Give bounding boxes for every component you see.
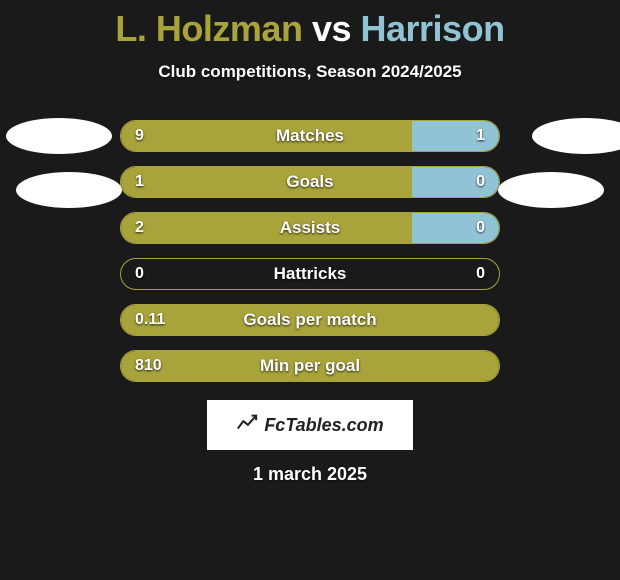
stat-row: 00Hattricks [120,258,500,290]
decorative-ellipse [6,118,112,154]
comparison-card: L. Holzman vs Harrison Club competitions… [0,0,620,485]
decorative-ellipse [16,172,122,208]
stat-label: Matches [121,121,499,151]
stat-label: Goals [121,167,499,197]
stat-row: 20Assists [120,212,500,244]
brand-text: FcTables.com [264,415,383,436]
date-text: 1 march 2025 [0,464,620,485]
stat-row: 91Matches [120,120,500,152]
vs-text: vs [312,8,351,49]
stat-label: Hattricks [121,259,499,289]
stat-label: Min per goal [121,351,499,381]
stat-rows: 91Matches 10Goals 20Assists 00Hattricks 0.11… [120,120,500,382]
player2-name: Harrison [361,8,505,49]
brand-badge: FcTables.com [207,400,413,450]
player1-name: L. Holzman [115,8,302,49]
stat-row: 810Min per goal [120,350,500,382]
page-title: L. Holzman vs Harrison [0,8,620,50]
stat-label: Goals per match [121,305,499,335]
stat-label: Assists [121,213,499,243]
chart-icon [236,412,258,439]
subtitle: Club competitions, Season 2024/2025 [0,62,620,82]
stat-row: 0.11Goals per match [120,304,500,336]
stat-row: 10Goals [120,166,500,198]
decorative-ellipse [498,172,604,208]
